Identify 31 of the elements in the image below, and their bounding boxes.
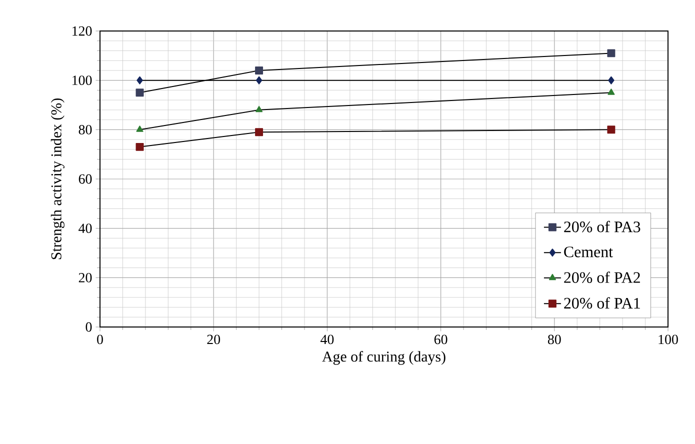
point xyxy=(607,49,616,58)
x-tick-label: 20 xyxy=(207,334,220,344)
point xyxy=(136,88,144,97)
point xyxy=(136,142,144,151)
point xyxy=(255,128,264,136)
point xyxy=(608,88,615,95)
point xyxy=(256,76,262,84)
legend-label: Cement xyxy=(564,246,613,258)
x-axis-title: Age of curing (days) xyxy=(322,351,446,365)
point xyxy=(136,126,144,132)
x-tick-label: 60 xyxy=(434,334,448,344)
point xyxy=(607,126,616,134)
y-tick-label: 20 xyxy=(78,272,92,282)
x-tick-label: 0 xyxy=(97,334,103,344)
x-tick-label: 100 xyxy=(658,334,678,344)
legend-label: 20% of PA3 xyxy=(564,220,640,232)
y-tick-label: 0 xyxy=(86,322,92,332)
x-tick-label: 80 xyxy=(548,334,561,344)
x-tick-label: 40 xyxy=(320,334,334,344)
legend-label: 20% of PA2 xyxy=(564,272,640,283)
point xyxy=(608,76,614,84)
y-tick-label: 80 xyxy=(78,124,92,134)
y-tick-label: 100 xyxy=(72,76,92,86)
point xyxy=(255,66,264,74)
y-tick-label: 60 xyxy=(78,174,92,184)
point xyxy=(136,76,143,84)
legend-label: 20% of PA1 xyxy=(564,297,640,309)
y-axis-title: Strength activity index (%) xyxy=(50,98,64,260)
point xyxy=(256,106,263,112)
y-tick-label: 40 xyxy=(78,224,92,234)
y-tick-label: 120 xyxy=(72,26,92,36)
